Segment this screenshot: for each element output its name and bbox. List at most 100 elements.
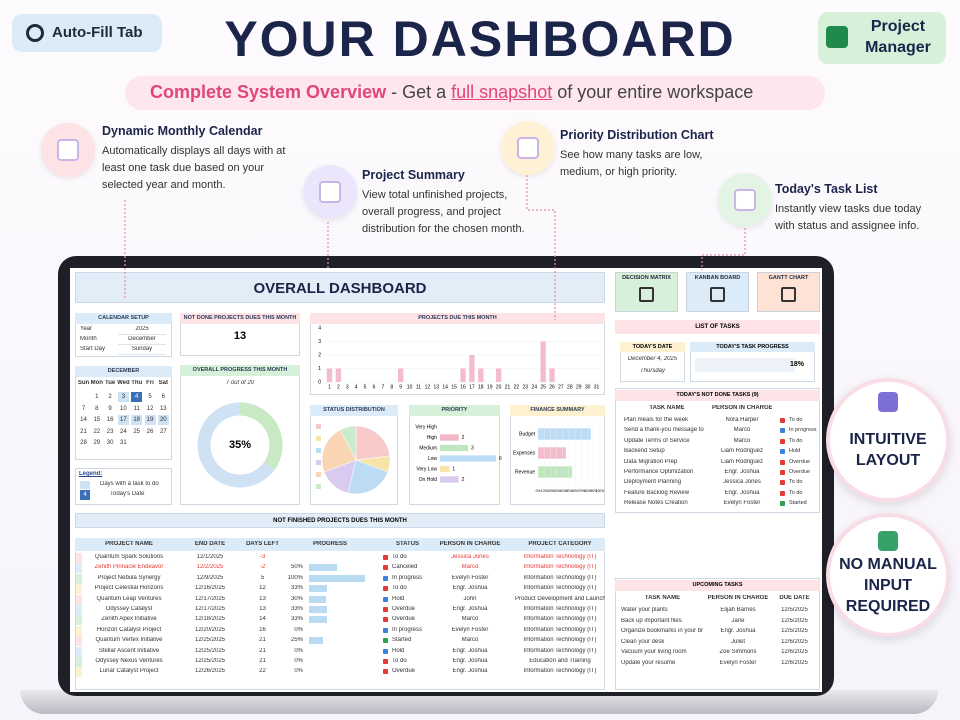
project-name: Horizon Catalyst Project — [96, 626, 162, 633]
task-person: Nora Harper — [725, 417, 759, 423]
progress-label: 33% — [290, 606, 303, 612]
category: Information Technology (IT) — [523, 637, 597, 644]
setup-label: Start Day — [80, 346, 106, 352]
row-strip — [76, 625, 82, 636]
person: Engr. Joshua — [452, 585, 488, 592]
task-person: Jessica Jones — [723, 479, 761, 486]
today-header: PERSON IN CHARGE — [712, 405, 772, 411]
calendar-day: 31 — [120, 440, 127, 446]
feature-icon-glyph — [319, 181, 341, 203]
setup-label: Year — [80, 326, 93, 332]
task-name: Backend Setup — [624, 448, 665, 455]
status-icon — [780, 428, 785, 434]
upcoming-cell: Juliet — [730, 638, 745, 645]
upcoming-box — [615, 578, 820, 690]
calendar-day: 28 — [80, 440, 87, 446]
subtitle: Complete System Overview - Get a full snap… — [150, 82, 810, 104]
progress-label: 0% — [294, 658, 303, 664]
task-person: Evelyn Foster — [723, 500, 761, 507]
calendar-day: 26 — [146, 428, 154, 435]
nav-button[interactable] — [615, 272, 678, 312]
progress-label: 0% — [294, 626, 303, 633]
calendar-day: 10 — [120, 405, 127, 412]
status-icon — [383, 596, 388, 602]
calendar-day: 5 — [148, 394, 152, 400]
feature-title: Project Summary — [362, 168, 465, 182]
project-name: Stellar Ascent Initiative — [98, 647, 160, 654]
task-progress-value: 18% — [790, 361, 805, 368]
page-title: YOUR DASHBOARD — [224, 11, 736, 67]
upcoming-cell: Vacuum your living room — [621, 649, 687, 655]
calendar-day: 18 — [131, 415, 143, 425]
feature-text: View total unfinished projects, overall … — [362, 189, 525, 235]
panel — [310, 313, 605, 395]
days-left: -2 — [259, 564, 266, 571]
calendar-day: 9 — [108, 405, 112, 412]
task-person: Engr. Joshua — [724, 489, 760, 496]
legend-text: Days with a task to do — [100, 481, 159, 487]
task-person: Marco — [733, 437, 751, 444]
status: To do — [392, 554, 407, 560]
category: Information Technology (IT) — [523, 647, 597, 654]
row-strip — [76, 667, 82, 678]
progress-label: 33% — [290, 616, 303, 623]
task-status: To do — [789, 479, 803, 486]
status-icon — [383, 607, 388, 612]
days-left: 16 — [259, 626, 266, 633]
task-name: Send a thank-you message to — [624, 427, 704, 434]
feature-icon-glyph — [57, 139, 79, 161]
weekday-value: Thursday — [639, 368, 665, 374]
panel-title: STATUS DISTRIBUTION — [310, 405, 398, 416]
nav-button[interactable] — [757, 272, 820, 312]
nav-label: DECISION MATRIX — [622, 275, 671, 281]
excel-icon — [826, 26, 848, 48]
days-left: 21 — [259, 658, 266, 664]
subtitle-lead: Complete System Overview — [150, 82, 387, 102]
status: In progress — [392, 574, 423, 581]
status-icon — [780, 438, 785, 444]
dashboard-title: OVERALL DASHBOARD — [75, 272, 605, 303]
feature-text: Instantly view tasks due today with stat… — [775, 203, 922, 232]
progress-label: 100% — [287, 574, 303, 581]
table-header-cell: PERSON IN CHARGE — [439, 541, 501, 547]
days-left: 21 — [259, 637, 266, 644]
progress-label: 0% — [294, 647, 303, 654]
person: Evelyn Foster — [451, 574, 489, 581]
nav-label: GANTT CHART — [768, 275, 809, 281]
project-name: Quantum Vertex Initiative — [95, 637, 163, 644]
end-date: 12/17/2025 — [194, 595, 226, 602]
panel — [409, 405, 500, 505]
progress-bar — [309, 585, 328, 593]
progress-bar — [309, 595, 326, 603]
upcoming-cell: Zoe Simmons — [719, 649, 757, 655]
category: Information Technology (IT) — [523, 564, 597, 571]
subtitle-link[interactable]: full snapshot — [451, 82, 553, 102]
calendar-day: 3 — [117, 392, 129, 402]
days-left: 5 — [260, 574, 265, 581]
status: Canceled — [392, 564, 418, 571]
status: To do — [392, 585, 407, 592]
nav-button[interactable] — [686, 272, 749, 312]
date-value: December 4, 2025 — [627, 356, 678, 362]
status-icon — [780, 470, 785, 475]
status: Hold — [392, 647, 405, 654]
project-name: Quantum Spark Solutions — [94, 554, 164, 560]
status: Overdue — [392, 616, 416, 623]
nav-icon — [639, 287, 654, 302]
end-date: 12/2/2025 — [196, 564, 224, 571]
legend-box — [75, 468, 172, 505]
status: Started — [392, 637, 412, 644]
status-icon — [383, 659, 388, 664]
calendar-day: 29 — [93, 440, 101, 446]
row-strip — [76, 636, 82, 647]
panel-title: PROJECTS DUE THIS MONTH — [310, 313, 605, 324]
project-name: Odyssey Catalyst — [105, 606, 153, 612]
progress-bar — [309, 564, 337, 572]
upcoming-header: PERSON IN CHARGE — [707, 595, 769, 601]
table-header-cell: PROJECT NAME — [105, 541, 153, 547]
end-date: 12/26/2025 — [194, 668, 226, 675]
legend-today: 4 — [80, 490, 90, 500]
task-status: Overdue — [789, 458, 811, 465]
status-icon — [383, 638, 388, 644]
calendar-day: 17 — [117, 415, 129, 425]
